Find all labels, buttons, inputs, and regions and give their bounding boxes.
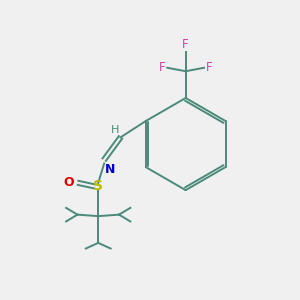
Text: F: F — [206, 61, 212, 74]
Text: S: S — [93, 179, 103, 194]
Text: H: H — [111, 125, 119, 135]
Text: F: F — [182, 38, 189, 51]
Text: O: O — [63, 176, 74, 189]
Text: F: F — [159, 61, 166, 74]
Text: N: N — [105, 163, 116, 176]
